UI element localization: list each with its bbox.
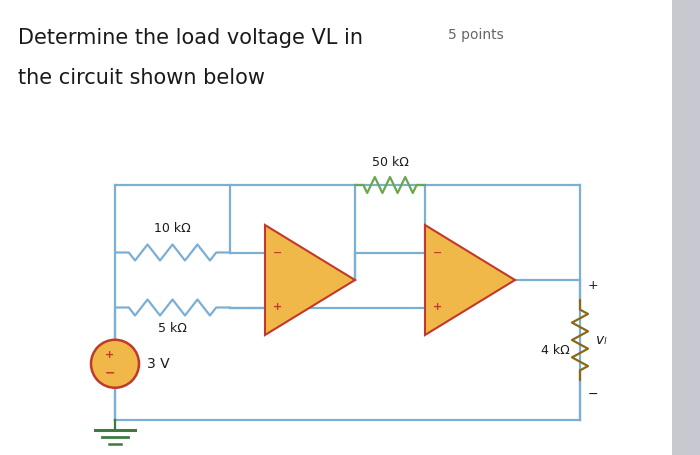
Text: 10 kΩ: 10 kΩ — [154, 222, 191, 234]
Text: +: + — [106, 350, 115, 360]
Text: the circuit shown below: the circuit shown below — [18, 68, 265, 88]
Text: Determine the load voltage VL in: Determine the load voltage VL in — [18, 28, 363, 48]
Text: 5 points: 5 points — [448, 28, 504, 42]
Text: −: − — [105, 366, 116, 379]
Text: −: − — [588, 388, 598, 401]
Circle shape — [91, 340, 139, 388]
Text: +: + — [588, 279, 598, 292]
Polygon shape — [265, 225, 355, 335]
Bar — [672, 0, 700, 455]
Text: 3 V: 3 V — [147, 357, 169, 371]
Text: 50 kΩ: 50 kΩ — [372, 156, 408, 169]
Text: vₗ: vₗ — [596, 333, 606, 347]
Text: +: + — [273, 303, 282, 313]
Text: −: − — [433, 248, 442, 258]
Polygon shape — [425, 225, 515, 335]
Text: 5 kΩ: 5 kΩ — [158, 322, 187, 334]
Text: 4 kΩ: 4 kΩ — [541, 344, 570, 357]
Text: −: − — [273, 248, 282, 258]
Text: +: + — [433, 303, 442, 313]
